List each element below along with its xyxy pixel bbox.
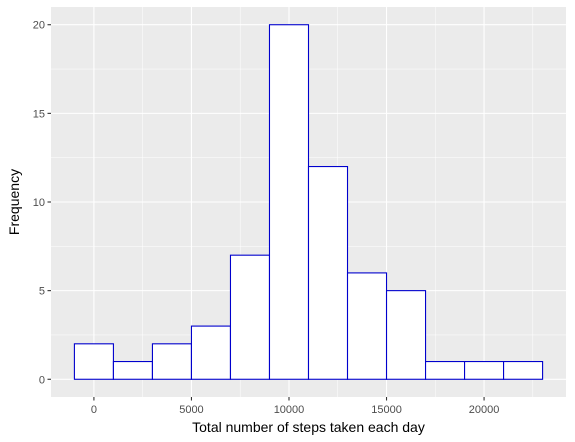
y-tick-label: 15 <box>33 108 45 120</box>
histogram-bar <box>268 24 310 380</box>
x-axis-title: Total number of steps taken each day <box>192 419 425 435</box>
y-tick-label: 20 <box>33 20 45 32</box>
x-tick-label: 15000 <box>371 404 402 416</box>
y-tick-label: 10 <box>33 197 45 209</box>
histogram-bar <box>346 272 388 380</box>
y-axis-title: Frequency <box>6 169 22 235</box>
histogram-bar <box>307 165 349 380</box>
y-tick-label: 0 <box>39 374 45 386</box>
x-tick-label: 0 <box>91 404 97 416</box>
histogram-bar <box>385 290 427 380</box>
histogram-bar <box>190 325 232 380</box>
histogram-bar <box>503 360 544 380</box>
x-tick-label: 5000 <box>179 404 203 416</box>
histogram-bar <box>464 360 505 380</box>
histogram-bars <box>73 24 544 380</box>
x-tick-label: 10000 <box>274 404 305 416</box>
histogram-bar <box>112 360 153 380</box>
histogram-bar <box>229 254 271 380</box>
y-tick-label: 5 <box>39 286 45 298</box>
y-axis: 0 5 10 15 20 <box>33 20 51 386</box>
x-tick-label: 20000 <box>469 404 500 416</box>
histogram-bar <box>151 343 193 380</box>
histogram-bar <box>424 360 466 380</box>
x-axis: 0 5000 10000 15000 20000 <box>91 397 500 416</box>
histogram-bar <box>73 343 114 380</box>
